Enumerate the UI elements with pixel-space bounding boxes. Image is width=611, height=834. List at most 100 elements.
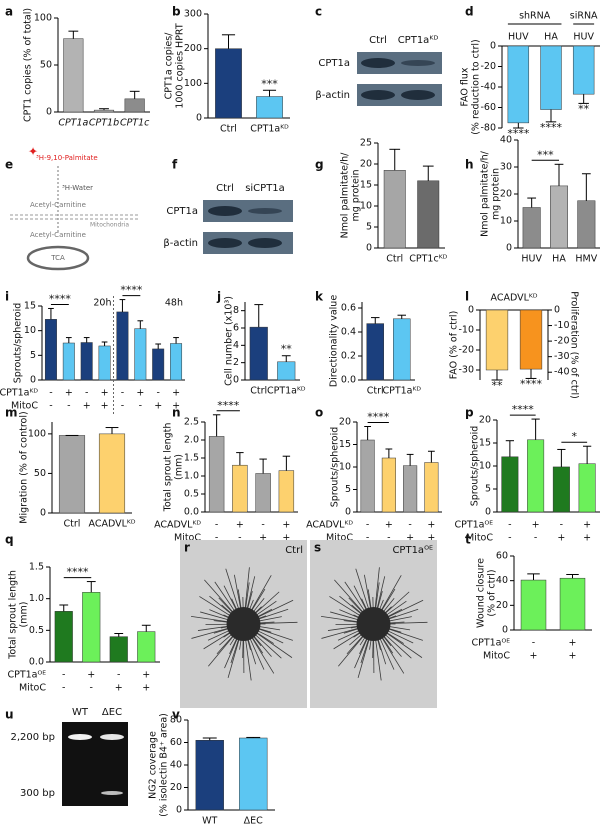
panel-letter: j: [216, 290, 221, 304]
panel-letter: v: [172, 708, 180, 722]
condition-value: -: [49, 401, 52, 412]
y-tick-label: 20: [339, 417, 351, 428]
y-axis-label: Total sprout length: [163, 423, 174, 513]
significance-label: ****: [520, 377, 543, 390]
bar: [278, 470, 295, 513]
bar: [360, 439, 375, 513]
y-tick-label: 20: [500, 189, 512, 200]
chart: l-30-20-100-40-30-20-100** ****ACADVLᴷᴰFA…: [449, 290, 580, 399]
condition-name: MitoC: [11, 401, 38, 412]
gel-band: [101, 791, 123, 795]
diagram-label: Mitochondria: [90, 222, 129, 229]
condition-value: -: [508, 533, 511, 544]
y-axis-label: mg protein: [351, 169, 362, 221]
y-tick-label: 0.6: [341, 303, 356, 314]
x-tick-label: CPT1aᴷᴰ: [382, 386, 421, 397]
y-axis-label: mg protein: [491, 168, 502, 220]
condition-value: +: [427, 533, 435, 544]
y-tick-label: -30: [458, 365, 474, 376]
chart: n 0.0 0.5 1.0 1.5 2.0 2.5 ACADVLᴷᴰ - + - + MitoC - - + +…: [154, 399, 298, 544]
panel-letter: h: [465, 158, 474, 172]
band-label: β-actin: [163, 238, 198, 249]
condition-name: MitoC: [326, 533, 353, 544]
condition-value: +: [583, 533, 591, 544]
x-tick-label: Ctrl: [250, 386, 267, 397]
bar: [152, 348, 165, 381]
significance-label: *: [572, 430, 578, 443]
x-tick-label: HA: [552, 254, 566, 265]
y-tick-label: 1.5: [29, 562, 44, 573]
condition-name: CPT1aᴼᴱ: [454, 520, 493, 531]
y-tick-label: 0.0: [184, 507, 199, 518]
condition-name: MitoC: [466, 533, 493, 544]
condition-value: +: [259, 533, 267, 544]
bar: [82, 592, 101, 663]
tca-cycle: [26, 245, 90, 271]
chart: b 0 100 200 300 Ctrl CPT1aᴷᴰ *** CPT1a copies/10…: [164, 5, 290, 135]
y-axis-label: Nmol palmitate/h/: [340, 152, 351, 239]
blot-band: [401, 90, 435, 100]
y-tick-label: 1.5: [184, 453, 199, 464]
bar: [522, 207, 541, 249]
group-label: shRNA: [519, 11, 551, 22]
bar: [58, 435, 86, 514]
condition-value: +: [569, 651, 577, 662]
y-tick-label: 40: [170, 760, 182, 771]
panel-letter: t: [465, 533, 471, 547]
group-label: siRNA: [570, 11, 598, 22]
y-tick-label: 100: [184, 78, 202, 89]
x-tick-label: HUV: [508, 32, 529, 43]
panel-letter: q: [5, 533, 14, 547]
panel-letter: m: [5, 406, 18, 420]
group-label: 20h: [93, 298, 111, 309]
y-tick-label: 0: [46, 107, 52, 118]
panel-letter: e: [5, 158, 13, 172]
bar: [383, 170, 406, 249]
y-tick-label: 0: [345, 507, 351, 518]
chart-title: ACADVLᴷᴰ: [491, 293, 538, 304]
y-tick-label: 0: [366, 243, 372, 254]
condition-name: CPT1aᴼᴱ: [7, 670, 46, 681]
y-tick-label: 0: [40, 508, 46, 519]
y-axis-label: FAO (% of ctrl): [449, 311, 460, 380]
spheroid: [356, 607, 391, 641]
y-tick-label: 50: [40, 60, 52, 71]
condition-value: +: [172, 388, 180, 399]
condition-value: +: [65, 388, 73, 399]
y2-tick-label: 0: [554, 305, 560, 316]
condition-value: +: [87, 670, 95, 681]
significance-label: ****: [217, 399, 240, 412]
bar: [215, 48, 242, 119]
diagram-label: Acetyl-Carnitine: [30, 201, 86, 209]
significance-label: ***: [261, 77, 278, 90]
gel-band: [68, 734, 92, 740]
bar: [520, 579, 547, 631]
spheroid: [226, 607, 261, 641]
condition-value: +: [136, 388, 144, 399]
x-tick-label: CPT1aᴷᴰ: [250, 124, 289, 135]
group-label: 48h: [165, 298, 183, 309]
condition-value: -: [238, 533, 241, 544]
condition-value: -: [62, 670, 65, 681]
y-tick-label: 0.0: [29, 657, 44, 668]
blot-strip: [357, 84, 442, 106]
y-tick-label: 15: [360, 180, 372, 191]
x-tick-label: HA: [544, 32, 558, 43]
y-tick-label: 0.5: [29, 625, 44, 636]
blot-band: [361, 58, 395, 68]
condition-value: -: [85, 388, 88, 399]
condition-value: -: [117, 670, 120, 681]
x-tick-label: CPT1aᴷᴰ: [267, 386, 306, 397]
blot-band: [208, 206, 242, 216]
condition-value: +: [569, 638, 577, 649]
condition-name: ACADVLᴷᴰ: [154, 520, 201, 531]
x-tick-label: Ctrl: [367, 386, 384, 397]
band-label: CPT1a: [166, 206, 198, 217]
blot-strip: [357, 52, 442, 74]
band-label: β-actin: [315, 90, 350, 101]
condition-value: -: [215, 533, 218, 544]
significance-label: ****: [67, 566, 90, 579]
blot-band: [208, 238, 242, 248]
condition-value: -: [139, 401, 142, 412]
